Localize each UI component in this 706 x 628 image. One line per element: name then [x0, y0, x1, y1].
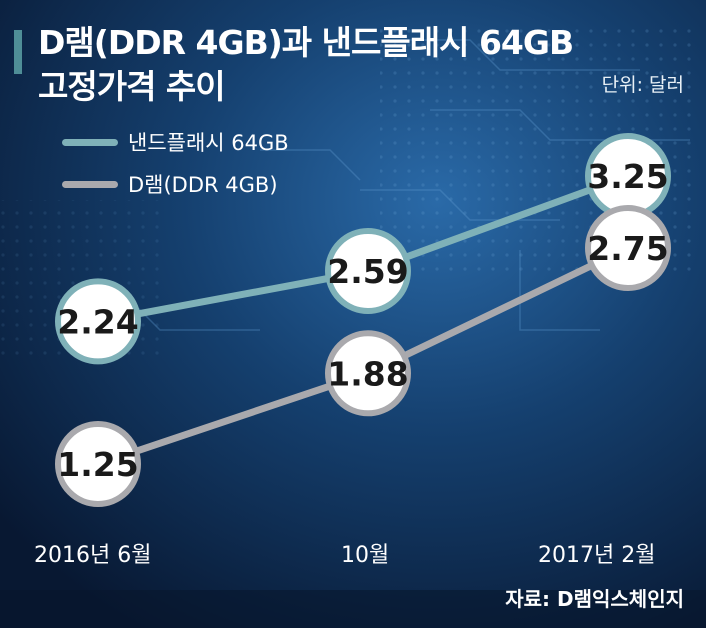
- data-label-nand-2: 3.25: [587, 157, 668, 196]
- x-tick-label-0: 2016년 6월: [34, 543, 152, 568]
- x-tick-label-2: 2017년 2월: [538, 543, 656, 568]
- chart-title-line1: D램(DDR 4GB)과 낸드플래시 64GB: [38, 23, 574, 62]
- legend-entry-dram: D램(DDR 4GB): [62, 170, 278, 198]
- data-point-dram-0: [55, 421, 141, 507]
- data-label-dram-0: 1.25: [57, 445, 138, 484]
- x-tick-label-1: 10월: [341, 543, 390, 568]
- legend-swatch-nand: [62, 138, 118, 146]
- legend-entry-nand: 낸드플래시 64GB: [62, 128, 289, 156]
- legend-label-dram: D램(DDR 4GB): [128, 173, 278, 197]
- title-accent-bar: [14, 30, 22, 74]
- chart-title-line2: 고정가격 추이: [38, 67, 226, 106]
- legend-label-nand: 낸드플래시 64GB: [128, 131, 289, 155]
- legend-swatch-dram: [62, 180, 118, 188]
- unit-label: 단위: 달러: [601, 74, 684, 96]
- data-label-nand-0: 2.24: [57, 302, 138, 341]
- data-label-dram-2: 2.75: [587, 229, 668, 268]
- data-point-nand-0: [55, 278, 141, 365]
- data-point-dram-1: [325, 330, 411, 417]
- data-label-nand-1: 2.59: [327, 252, 408, 291]
- data-point-dram-2: [585, 205, 671, 291]
- source-note: 자료: D램익스체인지: [505, 587, 684, 611]
- data-point-nand-1: [325, 228, 411, 314]
- data-label-dram-1: 1.88: [327, 354, 408, 393]
